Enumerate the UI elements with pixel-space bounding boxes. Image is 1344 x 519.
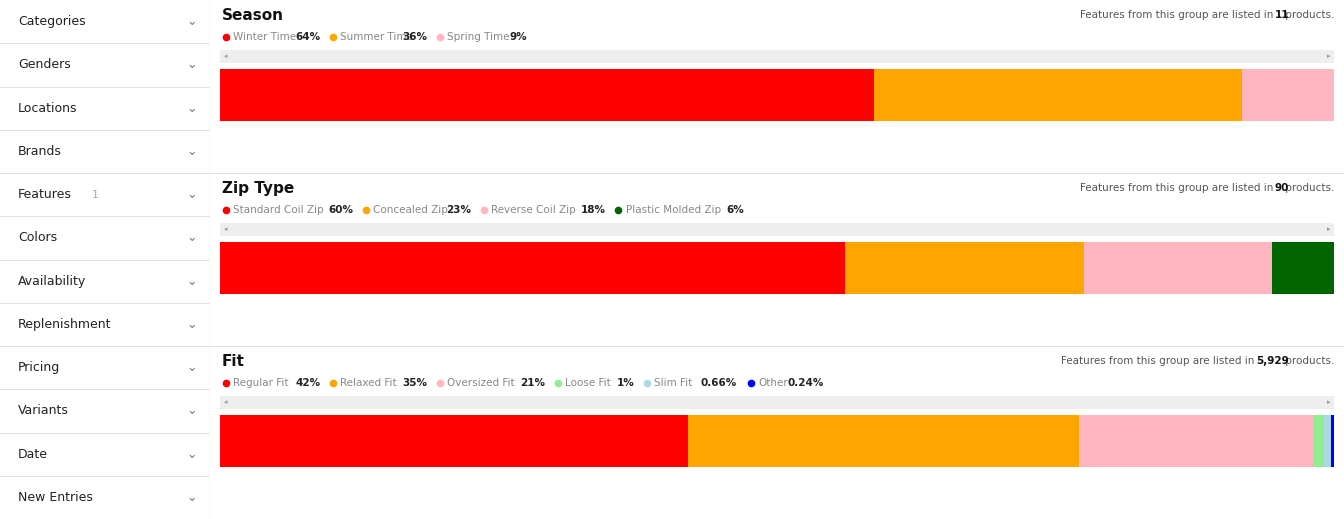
Text: Relaxed Fit: Relaxed Fit <box>340 378 396 388</box>
Text: ▸: ▸ <box>1327 226 1331 233</box>
Text: Concealed Zip: Concealed Zip <box>374 205 448 215</box>
Text: ◂: ◂ <box>224 226 227 233</box>
Bar <box>1242 69 1335 121</box>
Text: 35%: 35% <box>402 378 427 388</box>
Bar <box>220 415 688 467</box>
Bar <box>688 415 1079 467</box>
Bar <box>1332 415 1335 467</box>
Text: Spring Time: Spring Time <box>448 32 509 42</box>
Text: Features from this group are listed in: Features from this group are listed in <box>1081 10 1277 20</box>
Text: Plastic Molded Zip: Plastic Molded Zip <box>625 205 720 215</box>
Text: 6%: 6% <box>727 205 745 215</box>
Text: 42%: 42% <box>296 378 321 388</box>
Text: Other: Other <box>758 378 788 388</box>
Text: Season: Season <box>222 7 284 22</box>
Text: Brands: Brands <box>17 145 62 158</box>
Text: Pricing: Pricing <box>17 361 60 374</box>
Text: Replenishment: Replenishment <box>17 318 112 331</box>
Text: ⌄: ⌄ <box>187 275 198 288</box>
Text: ⌄: ⌄ <box>187 102 198 115</box>
Bar <box>220 69 874 121</box>
Bar <box>220 396 1335 409</box>
Text: ▸: ▸ <box>1327 400 1331 405</box>
Text: ◂: ◂ <box>224 400 227 405</box>
Text: 90: 90 <box>1274 183 1289 193</box>
Text: Zip Type: Zip Type <box>222 181 294 196</box>
Text: 9%: 9% <box>509 32 527 42</box>
Text: Regular Fit: Regular Fit <box>233 378 289 388</box>
Bar <box>1313 415 1324 467</box>
Text: 60%: 60% <box>328 205 353 215</box>
Text: Fit: Fit <box>222 353 245 368</box>
Text: ◂: ◂ <box>224 53 227 60</box>
Text: Oversized Fit: Oversized Fit <box>448 378 515 388</box>
Text: Reverse Coil Zip: Reverse Coil Zip <box>491 205 575 215</box>
Text: ⌄: ⌄ <box>187 404 198 417</box>
Text: ⌄: ⌄ <box>187 188 198 201</box>
Text: Summer Time: Summer Time <box>340 32 413 42</box>
Text: Genders: Genders <box>17 58 71 72</box>
Bar <box>220 223 1335 236</box>
Text: ⌄: ⌄ <box>187 231 198 244</box>
Text: products.: products. <box>1282 356 1335 366</box>
Text: Loose Fit: Loose Fit <box>564 378 610 388</box>
Text: 18%: 18% <box>581 205 606 215</box>
Text: New Entries: New Entries <box>17 491 93 504</box>
Text: Features: Features <box>17 188 71 201</box>
Text: ⌄: ⌄ <box>187 491 198 504</box>
Bar <box>1271 242 1335 294</box>
Text: Variants: Variants <box>17 404 69 417</box>
Text: ⌄: ⌄ <box>187 447 198 461</box>
Bar <box>1324 415 1332 467</box>
Text: ⌄: ⌄ <box>187 145 198 158</box>
Text: Standard Coil Zip: Standard Coil Zip <box>233 205 324 215</box>
Text: 5,929: 5,929 <box>1257 356 1289 366</box>
Text: Slim Fit: Slim Fit <box>655 378 692 388</box>
Text: 11: 11 <box>1274 10 1289 20</box>
Bar <box>1079 415 1313 467</box>
Text: ⌄: ⌄ <box>187 361 198 374</box>
Text: 0.24%: 0.24% <box>788 378 824 388</box>
Text: Colors: Colors <box>17 231 58 244</box>
Text: 36%: 36% <box>402 32 427 42</box>
Text: Features from this group are listed in: Features from this group are listed in <box>1081 183 1277 193</box>
Text: Winter Time: Winter Time <box>233 32 296 42</box>
Text: 23%: 23% <box>446 205 472 215</box>
Bar <box>844 242 1085 294</box>
Text: 21%: 21% <box>520 378 546 388</box>
Text: 0.66%: 0.66% <box>700 378 737 388</box>
Text: Availability: Availability <box>17 275 86 288</box>
Text: 1%: 1% <box>617 378 634 388</box>
Bar <box>220 242 844 294</box>
Bar <box>220 50 1335 63</box>
Text: 1: 1 <box>91 189 99 200</box>
Text: products.: products. <box>1282 10 1335 20</box>
Text: products.: products. <box>1282 183 1335 193</box>
Text: ▸: ▸ <box>1327 53 1331 60</box>
Bar <box>1085 242 1271 294</box>
Text: 64%: 64% <box>296 32 321 42</box>
Text: Categories: Categories <box>17 15 86 28</box>
Text: Features from this group are listed in: Features from this group are listed in <box>1062 356 1258 366</box>
Bar <box>874 69 1242 121</box>
Text: ⌄: ⌄ <box>187 318 198 331</box>
Text: ⌄: ⌄ <box>187 58 198 72</box>
Text: Date: Date <box>17 447 48 461</box>
Text: Locations: Locations <box>17 102 78 115</box>
Text: ⌄: ⌄ <box>187 15 198 28</box>
